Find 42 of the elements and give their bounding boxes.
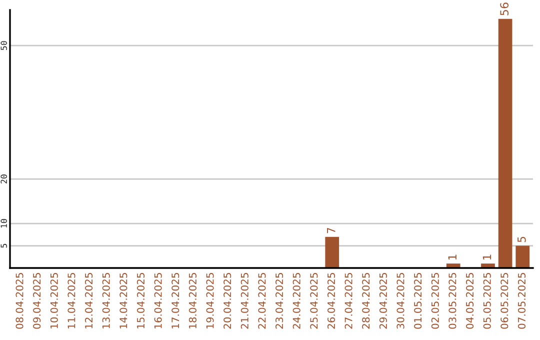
x-tick-label: 19.04.2025 (206, 273, 214, 328)
x-tick-label: 06.05.2025 (500, 273, 508, 329)
y-tick-label: 20 (0, 174, 7, 184)
x-tick-label: 07.05.2025 (518, 273, 526, 329)
x-tick-label: 30.04.2025 (396, 273, 404, 329)
x-tick-label: 02.05.2025 (431, 273, 439, 329)
x-tick-label: 22.04.2025 (258, 273, 266, 329)
x-tick-label: 24.04.2025 (292, 273, 300, 329)
x-tick-label: 28.04.2025 (362, 273, 370, 329)
x-tick-label: 16.04.2025 (154, 273, 162, 328)
x-tick-label: 03.05.2025 (448, 273, 456, 329)
bar (516, 246, 530, 268)
x-tick-label: 14.04.2025 (120, 273, 128, 328)
y-tick-label: 5 (0, 244, 7, 248)
data-label: 5 (518, 236, 526, 242)
x-tick-label: 29.04.2025 (379, 273, 387, 329)
x-tick-label: 01.05.2025 (414, 273, 422, 329)
y-tick-label: 10 (0, 219, 7, 228)
x-tick-label: 09.04.2025 (33, 273, 41, 329)
x-tick-label: 21.04.2025 (240, 273, 248, 329)
x-tick-label: 13.04.2025 (102, 273, 110, 328)
bar (498, 18, 512, 268)
x-tick-label: 08.04.2025 (16, 273, 24, 329)
x-tick-label: 10.04.2025 (50, 273, 58, 328)
x-tick-label: 27.04.2025 (344, 273, 352, 329)
x-tick-label: 12.04.2025 (85, 273, 93, 328)
bar (325, 236, 340, 268)
x-tick-label: 04.05.2025 (466, 273, 474, 329)
x-tick-label: 18.04.2025 (188, 273, 196, 328)
x-tick-label: 23.04.2025 (275, 273, 284, 329)
x-tick-label: 20.04.2025 (224, 273, 232, 329)
x-tick-label: 25.04.2025 (310, 273, 318, 329)
x-tick-label: 11.04.2025 (68, 273, 76, 328)
x-tick-label: 15.04.2025 (136, 273, 145, 328)
data-label: 1 (482, 254, 492, 260)
x-tick-label: 26.04.2025 (327, 273, 336, 329)
data-label: 1 (448, 254, 456, 260)
y-tick-label: 50 (0, 41, 7, 50)
data-label: 7 (327, 228, 336, 234)
x-tick-label: 05.05.2025 (483, 273, 491, 329)
data-label: 56 (500, 2, 509, 16)
x-tick-label: 17.04.2025 (172, 273, 180, 328)
